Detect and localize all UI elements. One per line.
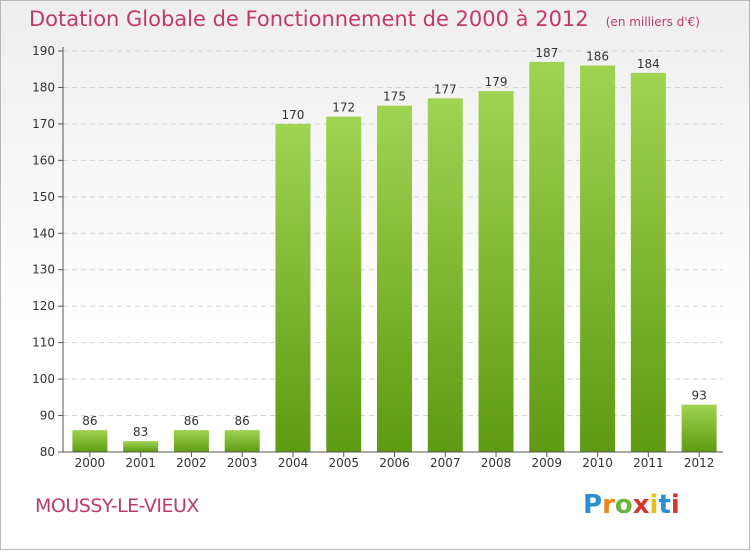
bar-value-label: 86 xyxy=(82,414,97,428)
bar xyxy=(123,441,159,452)
logo-letter: o xyxy=(614,490,633,520)
bar xyxy=(275,123,311,452)
bar xyxy=(326,116,362,453)
x-tick-label: 2010 xyxy=(582,456,613,470)
commune-name: MOUSSY-LE-VIEUX xyxy=(35,495,199,517)
logo-letter: i xyxy=(670,490,680,520)
bar-value-label: 170 xyxy=(282,108,305,122)
x-tick-label: 2009 xyxy=(532,456,563,470)
bar-value-label: 177 xyxy=(434,82,457,96)
y-tick-label: 90 xyxy=(40,409,55,423)
x-tick-label: 2005 xyxy=(328,456,359,470)
bar-value-label: 186 xyxy=(586,50,609,64)
bar-value-label: 187 xyxy=(535,46,558,60)
x-tick-label: 2012 xyxy=(684,456,715,470)
y-tick-label: 150 xyxy=(32,190,55,204)
proxiti-logo[interactable]: Proxiti xyxy=(583,490,680,520)
x-tick-label: 2001 xyxy=(125,456,156,470)
y-tick-label: 140 xyxy=(32,226,55,240)
bar xyxy=(529,61,565,452)
bar-value-label: 172 xyxy=(332,101,355,115)
y-tick-label: 110 xyxy=(32,336,55,350)
y-tick-label: 80 xyxy=(40,445,55,459)
x-tick-label: 2011 xyxy=(633,456,664,470)
x-tick-label: 2003 xyxy=(227,456,258,470)
bar xyxy=(478,91,514,452)
bar xyxy=(580,65,616,452)
chart-unit-note: (en milliers d'€) xyxy=(605,15,700,29)
x-tick-label: 2007 xyxy=(430,456,461,470)
bar xyxy=(377,105,412,452)
axes xyxy=(58,47,723,457)
logo-letter: r xyxy=(602,490,615,520)
bar xyxy=(224,430,260,452)
bar-value-label: 175 xyxy=(383,90,406,104)
y-tick-label: 190 xyxy=(32,44,55,58)
bar xyxy=(427,98,463,453)
x-tick-label: 2006 xyxy=(379,456,410,470)
bar xyxy=(681,404,717,452)
bar xyxy=(630,72,666,452)
bar xyxy=(72,430,108,452)
logo-letter: i xyxy=(649,490,659,520)
bar-value-label: 93 xyxy=(691,389,706,403)
bars xyxy=(72,61,717,453)
y-tick-label: 170 xyxy=(32,117,55,131)
x-tick-label: 2004 xyxy=(278,456,309,470)
logo-letter: P xyxy=(583,490,603,520)
logo-letter: x xyxy=(632,490,650,520)
y-tick-label: 130 xyxy=(32,263,55,277)
x-tick-label: 2002 xyxy=(176,456,207,470)
bar-value-label: 86 xyxy=(235,414,250,428)
bar xyxy=(173,430,209,452)
y-tick-label: 100 xyxy=(32,372,55,386)
bar-value-label: 184 xyxy=(637,57,660,71)
title-row: Dotation Globale de Fonctionnement de 20… xyxy=(29,7,700,31)
logo-letter: t xyxy=(658,490,671,520)
y-tick-label: 180 xyxy=(32,80,55,94)
x-tick-label: 2008 xyxy=(481,456,512,470)
bar-value-label: 83 xyxy=(133,425,148,439)
chart-title: Dotation Globale de Fonctionnement de 20… xyxy=(29,7,589,31)
y-tick-label: 120 xyxy=(32,299,55,313)
bar-value-label: 86 xyxy=(184,414,199,428)
x-tick-label: 2000 xyxy=(75,456,106,470)
y-tick-label: 160 xyxy=(32,153,55,167)
bar-value-label: 179 xyxy=(485,75,508,89)
labels: 80 90 100 110 120 130 140 150 160 170 180 190 86 2000… xyxy=(32,44,714,470)
